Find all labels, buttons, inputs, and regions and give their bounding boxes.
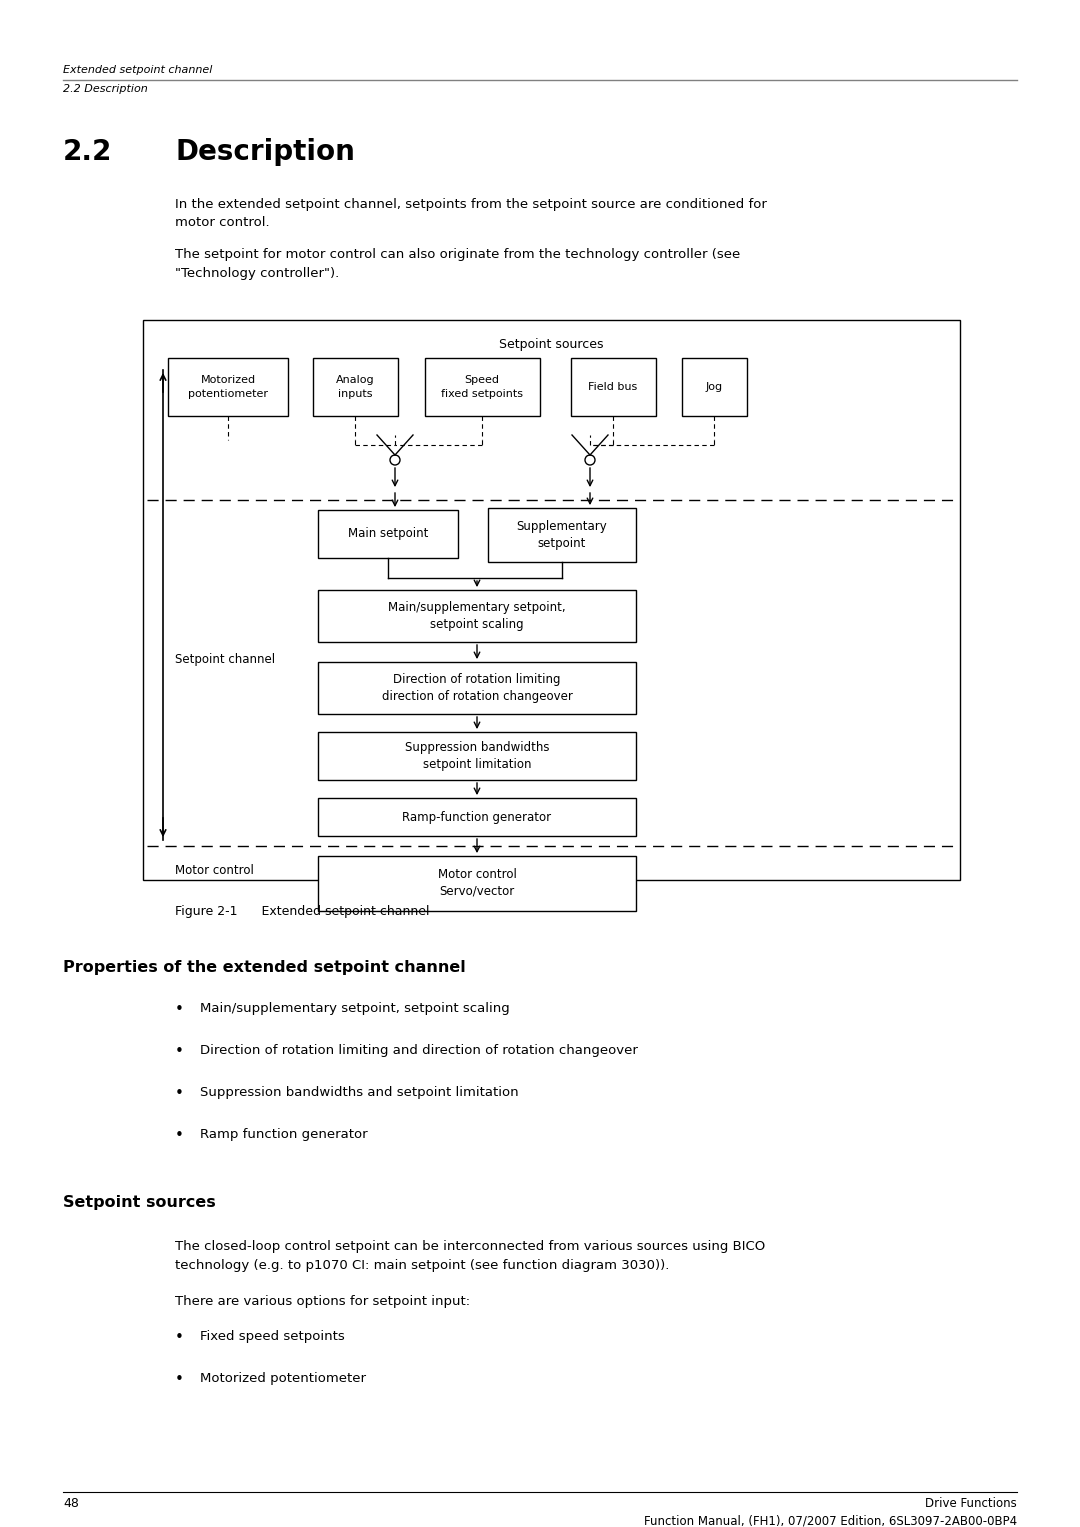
Text: Suppression bandwidths and setpoint limitation: Suppression bandwidths and setpoint limi… <box>200 1086 518 1099</box>
Text: Drive Functions: Drive Functions <box>926 1496 1017 1510</box>
Text: Motorized
potentiometer: Motorized potentiometer <box>188 376 268 399</box>
Text: Speed
fixed setpoints: Speed fixed setpoints <box>441 376 523 399</box>
Text: Main/supplementary setpoint,
setpoint scaling: Main/supplementary setpoint, setpoint sc… <box>388 602 566 631</box>
Bar <box>318 663 636 715</box>
Text: Analog
inputs: Analog inputs <box>336 376 375 399</box>
Text: Motor control
Servo/vector: Motor control Servo/vector <box>437 867 516 898</box>
Text: •: • <box>175 1330 184 1345</box>
Text: Setpoint channel: Setpoint channel <box>175 654 275 666</box>
Text: Ramp-function generator: Ramp-function generator <box>403 811 552 823</box>
Bar <box>426 357 540 415</box>
Bar <box>313 357 399 415</box>
Bar <box>318 857 636 912</box>
Text: Ramp function generator: Ramp function generator <box>200 1128 367 1141</box>
Text: Supplementary
setpoint: Supplementary setpoint <box>516 521 607 550</box>
Text: •: • <box>175 1086 184 1101</box>
Text: The setpoint for motor control can also originate from the technology controller: The setpoint for motor control can also … <box>175 247 740 279</box>
Bar <box>488 508 636 562</box>
Text: Setpoint sources: Setpoint sources <box>63 1196 216 1209</box>
Text: •: • <box>175 1371 184 1387</box>
Text: Fixed speed setpoints: Fixed speed setpoints <box>200 1330 345 1344</box>
Text: Jog: Jog <box>705 382 723 392</box>
Text: Motor control: Motor control <box>175 863 254 876</box>
Text: Suppression bandwidths
setpoint limitation: Suppression bandwidths setpoint limitati… <box>405 741 550 771</box>
Text: Direction of rotation limiting
direction of rotation changeover: Direction of rotation limiting direction… <box>381 673 572 702</box>
Text: Main/supplementary setpoint, setpoint scaling: Main/supplementary setpoint, setpoint sc… <box>200 1002 510 1015</box>
Bar <box>318 799 636 835</box>
Text: Main setpoint: Main setpoint <box>348 527 428 541</box>
Text: Description: Description <box>175 137 355 166</box>
Text: 48: 48 <box>63 1496 79 1510</box>
Bar <box>168 357 288 415</box>
Text: Setpoint sources: Setpoint sources <box>499 337 604 351</box>
Bar <box>681 357 747 415</box>
Bar <box>318 731 636 780</box>
Text: Motorized potentiometer: Motorized potentiometer <box>200 1371 366 1385</box>
Text: 2.2 Description: 2.2 Description <box>63 84 148 95</box>
Text: The closed-loop control setpoint can be interconnected from various sources usin: The closed-loop control setpoint can be … <box>175 1240 766 1272</box>
Text: Properties of the extended setpoint channel: Properties of the extended setpoint chan… <box>63 960 465 976</box>
Text: There are various options for setpoint input:: There are various options for setpoint i… <box>175 1295 470 1309</box>
Text: Direction of rotation limiting and direction of rotation changeover: Direction of rotation limiting and direc… <box>200 1044 638 1057</box>
Text: Function Manual, (FH1), 07/2007 Edition, 6SL3097-2AB00-0BP4: Function Manual, (FH1), 07/2007 Edition,… <box>644 1513 1017 1527</box>
Text: •: • <box>175 1044 184 1060</box>
Text: Figure 2-1      Extended setpoint channel: Figure 2-1 Extended setpoint channel <box>175 906 430 918</box>
Bar <box>571 357 656 415</box>
Bar <box>318 589 636 641</box>
Text: Field bus: Field bus <box>589 382 637 392</box>
Text: 2.2: 2.2 <box>63 137 112 166</box>
Bar <box>318 510 458 557</box>
Text: In the extended setpoint channel, setpoints from the setpoint source are conditi: In the extended setpoint channel, setpoi… <box>175 199 767 229</box>
Bar <box>143 321 960 880</box>
Text: •: • <box>175 1128 184 1144</box>
Text: •: • <box>175 1002 184 1017</box>
Text: Extended setpoint channel: Extended setpoint channel <box>63 66 213 75</box>
